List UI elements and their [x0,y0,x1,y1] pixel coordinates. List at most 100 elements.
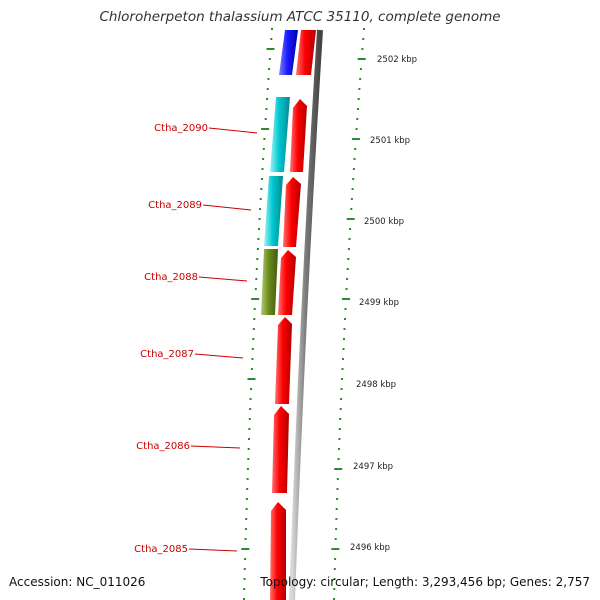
outer-minor-tick [357,98,360,100]
outer-minor-tick [352,178,355,180]
inner-minor-tick [243,588,246,590]
gene-forward-2088[interactable] [278,250,296,315]
outer-minor-tick [335,508,338,510]
inner-minor-tick [243,578,246,580]
outer-tick-dots [331,28,366,600]
gene-forward-2085[interactable] [270,502,286,600]
outer-minor-tick [354,148,357,150]
inner-major-tick [241,548,250,550]
gene-forward-2086[interactable] [272,406,289,493]
gene-forward-top[interactable] [296,30,316,75]
outer-minor-tick [357,108,359,110]
gene-reverse-cyan-2090[interactable] [270,97,290,172]
outer-minor-tick [335,518,338,520]
inner-minor-tick [266,98,269,100]
inner-minor-tick [246,488,249,490]
inner-minor-tick [252,328,255,330]
kbp-label-2500: 2500 kbp [364,217,404,227]
inner-minor-tick [253,318,256,320]
gene-label-2089[interactable]: Ctha_2089 [148,200,202,211]
outer-minor-tick [333,588,336,590]
outer-minor-tick [341,368,344,370]
outer-minor-tick [337,458,340,460]
gene-label-2085[interactable]: Ctha_2085 [134,544,188,555]
inner-minor-tick [255,268,258,270]
gene-label-2088[interactable]: Ctha_2088 [144,272,198,283]
inner-minor-tick [261,168,264,170]
inner-minor-tick [245,518,248,520]
gene-label-2087[interactable]: Ctha_2087 [140,349,194,360]
outer-minor-tick [349,228,352,230]
outer-minor-tick [348,238,351,240]
outer-minor-tick [333,568,336,570]
inner-minor-tick [249,408,252,410]
outer-minor-tick [336,478,339,480]
outer-minor-tick [338,448,340,450]
outer-minor-tick [335,528,338,530]
gene-label-2090[interactable]: Ctha_2090 [154,123,208,134]
inner-major-tick [251,298,260,300]
outer-minor-tick [343,338,345,340]
inner-minor-tick [245,508,248,510]
inner-minor-tick [243,598,245,600]
outer-minor-tick [338,428,341,430]
inner-minor-tick [249,398,252,400]
outer-minor-tick [359,68,362,70]
gene-forward-2087[interactable] [275,317,292,404]
outer-minor-tick [334,538,337,540]
inner-minor-tick [259,208,262,210]
inner-minor-tick [248,428,251,430]
outer-major-tick [357,58,366,60]
outer-major-tick [334,468,343,470]
outer-minor-tick [352,168,355,170]
inner-minor-tick [264,118,267,120]
outer-minor-tick [347,258,350,260]
outer-minor-tick [361,48,364,50]
inner-tick-dots [241,28,275,600]
kbp-label-2496: 2496 kbp [350,543,390,553]
gene-forward-2089[interactable] [283,177,301,247]
outer-minor-tick [344,308,347,310]
inner-minor-tick [244,528,247,530]
inner-minor-tick [257,238,260,240]
backbone-arc [289,29,323,600]
gene-reverse-olive-2088[interactable] [261,249,278,315]
outer-minor-tick [340,398,343,400]
outer-minor-tick [363,28,365,30]
inner-minor-tick [243,568,246,570]
genome-title: Chloroherpeton thalassium ATCC 35110, co… [99,9,501,25]
outer-major-tick [331,548,340,550]
inner-minor-tick [255,278,258,280]
outer-minor-tick [338,438,341,440]
inner-minor-tick [271,28,273,30]
inner-minor-tick [265,108,268,110]
gene-forward-2090[interactable] [290,99,307,172]
inner-minor-tick [267,78,270,80]
gene-reverse-blue[interactable] [279,30,298,75]
outer-minor-tick [333,578,336,580]
inner-minor-tick [250,368,253,370]
outer-minor-tick [345,288,348,290]
kbp-label-2502: 2502 kbp [377,55,417,65]
gene-label-2086[interactable]: Ctha_2086 [136,441,190,452]
inner-minor-tick [256,248,259,250]
inner-minor-tick [250,388,253,390]
inner-minor-tick [270,38,273,40]
inner-minor-tick [253,308,256,310]
outer-minor-tick [344,318,346,320]
kbp-tick-labels: 2502 kbp 2501 kbp 2500 kbp 2499 kbp 2498… [350,55,417,553]
outer-major-tick [346,218,355,220]
inner-minor-tick [268,58,271,60]
outer-minor-tick [346,278,349,280]
inner-minor-tick [251,348,254,350]
outer-minor-tick [350,198,353,200]
inner-minor-tick [266,88,269,90]
outer-minor-tick [339,408,342,410]
outer-minor-tick [355,128,358,130]
inner-minor-tick [259,198,262,200]
outer-minor-tick [358,88,361,90]
inner-minor-tick [247,448,250,450]
topology-text: Topology: circular; Length: 3,293,456 bp… [260,575,590,589]
gene-reverse-cyan-2089[interactable] [264,176,283,246]
